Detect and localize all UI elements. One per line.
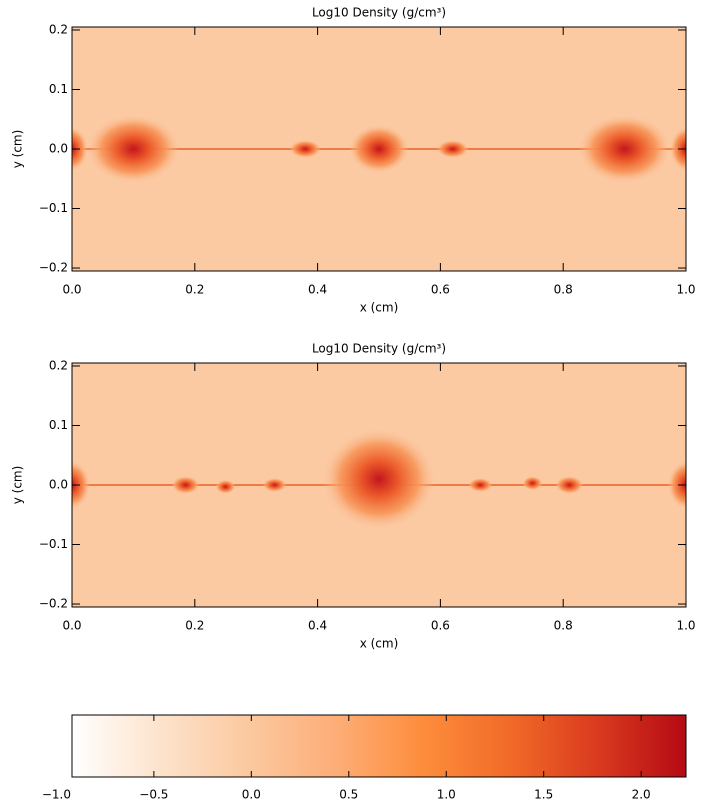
density-map [72, 363, 686, 607]
x-tick-label: 0.4 [308, 283, 327, 297]
density-map [72, 27, 686, 271]
y-tick-label: 0.2 [49, 22, 68, 36]
x-tick-label: 0.2 [185, 283, 204, 297]
clump [171, 476, 200, 494]
clump [289, 140, 322, 158]
clump [323, 429, 435, 530]
clump [349, 125, 409, 173]
x-axis-label: x (cm) [360, 637, 399, 651]
x-tick-label: 0.0 [62, 619, 81, 633]
colorbar [72, 715, 686, 777]
clump [668, 461, 686, 509]
colorbar-tick-label: −0.5 [139, 788, 168, 802]
clump [522, 476, 543, 491]
colorbar-frame [71, 714, 687, 778]
clump [436, 140, 469, 158]
y-tick-label: 0.1 [49, 82, 68, 96]
y-tick-label: −0.1 [39, 201, 68, 215]
y-tick-label: 0.0 [49, 142, 68, 156]
colorbar-tick-label: 0.5 [339, 788, 358, 802]
colorbar-tick-label: 2.0 [632, 788, 651, 802]
x-tick-label: 0.8 [554, 619, 573, 633]
clump [555, 476, 584, 494]
x-tick-label: 0.6 [431, 283, 450, 297]
clump [72, 461, 90, 509]
y-tick-label: −0.1 [39, 537, 68, 551]
chart-title: Log10 Density (g/cm³) [312, 342, 446, 356]
y-axis-label: y (cm) [11, 130, 25, 169]
y-axis-label: y (cm) [11, 466, 25, 505]
chart-title: Log10 Density (g/cm³) [312, 6, 446, 20]
y-tick-label: −0.2 [39, 261, 68, 275]
colorbar-tick-label: 1.0 [437, 788, 456, 802]
x-tick-label: 1.0 [676, 283, 695, 297]
colorbar-tick-label: 0.0 [242, 788, 261, 802]
clump [262, 478, 287, 492]
x-axis-label: x (cm) [360, 301, 399, 315]
x-tick-label: 1.0 [676, 619, 695, 633]
x-tick-label: 0.0 [62, 283, 81, 297]
clump [578, 115, 671, 183]
x-tick-label: 0.8 [554, 283, 573, 297]
y-tick-label: 0.1 [49, 418, 68, 432]
x-tick-label: 0.2 [185, 619, 204, 633]
y-tick-label: −0.2 [39, 597, 68, 611]
x-tick-label: 0.6 [431, 619, 450, 633]
x-tick-label: 0.4 [308, 619, 327, 633]
clump [468, 478, 493, 492]
colorbar-tick-label: 1.5 [534, 788, 553, 802]
clump [215, 479, 236, 494]
colorbar-tick-label: −1.0 [42, 788, 71, 802]
y-tick-label: 0.0 [49, 478, 68, 492]
y-tick-label: 0.2 [49, 358, 68, 372]
clump [87, 115, 180, 183]
